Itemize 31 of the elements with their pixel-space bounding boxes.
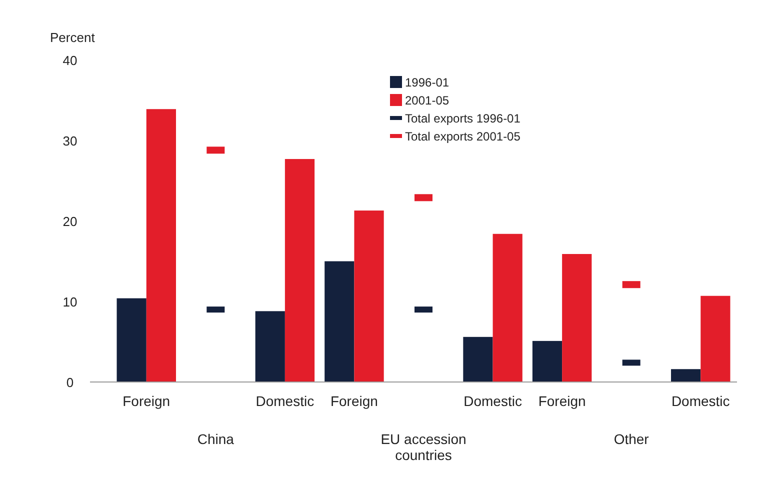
bar xyxy=(463,336,493,382)
bar xyxy=(146,109,176,382)
x-tick-label: Domestic xyxy=(464,393,522,409)
bar xyxy=(255,311,285,382)
bar xyxy=(532,340,562,382)
bar xyxy=(116,298,146,382)
x-tick-label: Domestic xyxy=(671,393,730,409)
text: Other xyxy=(614,431,650,447)
legend-label: Total exports 2001-05 xyxy=(405,130,521,144)
x-tick-label: Foreign xyxy=(122,393,170,409)
y-tick-label: 0 xyxy=(66,375,74,390)
bar xyxy=(562,254,592,382)
y-tick-label: 40 xyxy=(62,53,78,68)
y-tick-label: 30 xyxy=(62,134,78,148)
text: China xyxy=(197,431,234,447)
x-tick-label: Foreign xyxy=(538,393,586,409)
bar xyxy=(324,261,354,382)
y-axis-title: Percent xyxy=(50,30,96,45)
y-tick-label: 10 xyxy=(62,294,78,310)
legend-label: 2001-05 xyxy=(405,94,450,108)
bar xyxy=(700,296,730,382)
x-tick-label: Domestic xyxy=(256,393,314,409)
y-tick-label: 20 xyxy=(62,214,78,229)
bar xyxy=(671,369,701,382)
bar xyxy=(354,210,384,382)
bar xyxy=(284,159,315,382)
legend-label: Total exports 1996-01 xyxy=(405,112,521,126)
x-tick-label: Foreign xyxy=(330,393,378,409)
legend-label: 1996-01 xyxy=(405,76,450,90)
bar xyxy=(492,234,522,382)
text: EU accession countries xyxy=(380,431,466,463)
